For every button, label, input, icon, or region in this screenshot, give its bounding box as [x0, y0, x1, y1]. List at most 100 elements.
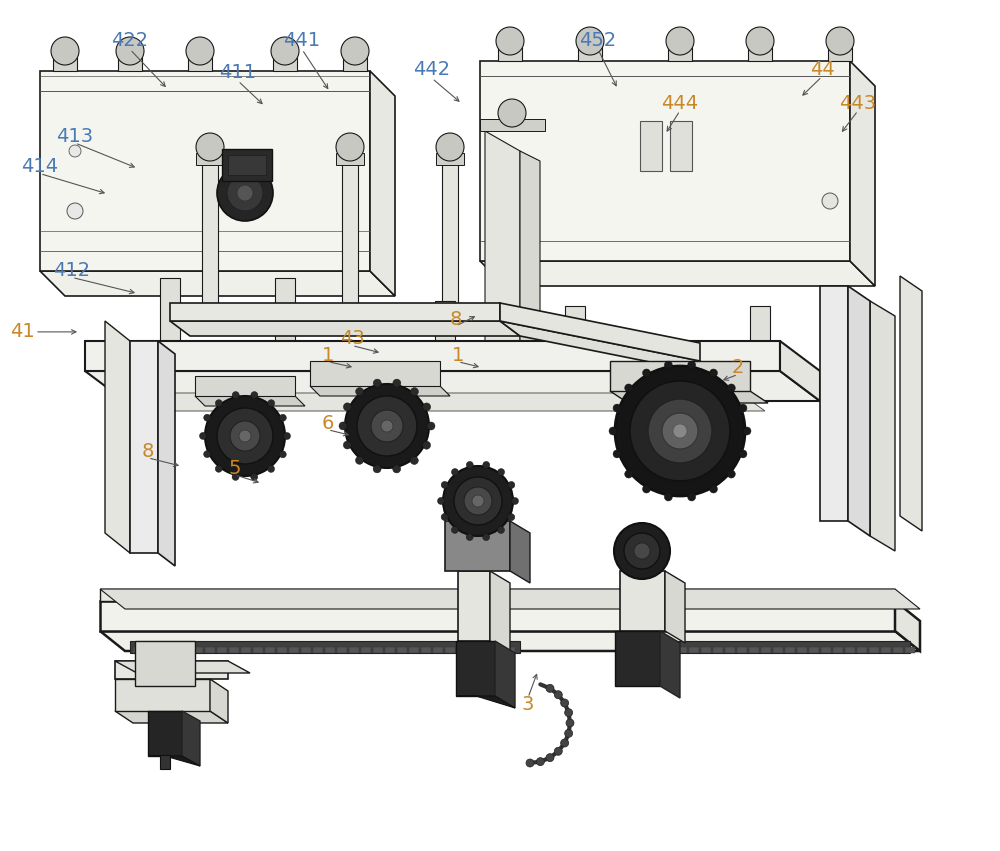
Polygon shape [565, 306, 585, 371]
Polygon shape [780, 341, 820, 401]
Circle shape [268, 400, 275, 407]
Circle shape [341, 37, 369, 65]
Polygon shape [456, 696, 515, 708]
Circle shape [565, 729, 573, 737]
Text: 443: 443 [839, 94, 877, 113]
Circle shape [508, 514, 515, 521]
Polygon shape [505, 647, 515, 653]
Polygon shape [500, 321, 720, 376]
Polygon shape [40, 271, 395, 296]
Polygon shape [205, 647, 215, 653]
Circle shape [410, 456, 418, 465]
Polygon shape [100, 601, 920, 621]
Bar [436, 153, 464, 165]
Polygon shape [135, 641, 195, 686]
Polygon shape [310, 386, 450, 396]
Bar [118, 57, 142, 71]
Polygon shape [301, 647, 311, 653]
Circle shape [271, 37, 299, 65]
Circle shape [438, 498, 445, 505]
Polygon shape [881, 647, 891, 653]
Polygon shape [148, 711, 182, 756]
Polygon shape [773, 647, 783, 653]
Polygon shape [457, 647, 467, 653]
Circle shape [642, 369, 650, 377]
Polygon shape [195, 376, 295, 396]
Polygon shape [158, 341, 175, 566]
Polygon shape [620, 571, 665, 631]
Polygon shape [277, 647, 287, 653]
Text: 3: 3 [522, 695, 534, 714]
Polygon shape [115, 711, 228, 723]
Text: 6: 6 [322, 414, 334, 433]
Circle shape [615, 366, 745, 496]
Polygon shape [397, 647, 407, 653]
Polygon shape [677, 647, 687, 653]
Polygon shape [148, 756, 200, 766]
Bar [578, 47, 602, 61]
Text: 444: 444 [661, 94, 699, 113]
Circle shape [614, 523, 670, 579]
Polygon shape [435, 301, 455, 366]
Circle shape [410, 387, 418, 396]
Polygon shape [442, 163, 458, 303]
Circle shape [356, 387, 364, 396]
Polygon shape [130, 641, 520, 653]
Polygon shape [195, 396, 305, 406]
Circle shape [743, 427, 751, 435]
Circle shape [554, 747, 562, 756]
Circle shape [423, 403, 431, 411]
Circle shape [464, 487, 492, 515]
Text: 44: 44 [810, 60, 834, 79]
Text: 441: 441 [283, 31, 321, 50]
Bar [668, 47, 692, 61]
Polygon shape [349, 647, 359, 653]
Circle shape [497, 527, 504, 534]
Polygon shape [490, 571, 510, 653]
Circle shape [624, 533, 660, 569]
Circle shape [613, 450, 621, 458]
Polygon shape [895, 601, 920, 651]
Polygon shape [157, 647, 167, 653]
Polygon shape [100, 631, 920, 651]
Text: 8: 8 [450, 310, 462, 328]
Polygon shape [313, 647, 323, 653]
Polygon shape [469, 647, 479, 653]
Circle shape [526, 759, 534, 767]
Circle shape [727, 384, 735, 392]
Polygon shape [409, 647, 419, 653]
Circle shape [186, 37, 214, 65]
Circle shape [373, 379, 381, 387]
Polygon shape [170, 321, 520, 336]
Bar [748, 47, 772, 61]
Circle shape [116, 37, 144, 65]
Text: 442: 442 [413, 60, 451, 79]
Circle shape [498, 469, 505, 476]
Circle shape [230, 421, 260, 451]
Polygon shape [495, 641, 515, 708]
Bar [160, 755, 170, 769]
Circle shape [239, 430, 251, 442]
Circle shape [466, 534, 473, 540]
Circle shape [336, 133, 364, 161]
Polygon shape [520, 151, 540, 371]
Text: 422: 422 [111, 31, 149, 50]
Polygon shape [749, 647, 759, 653]
Polygon shape [253, 647, 263, 653]
Polygon shape [181, 647, 191, 653]
Polygon shape [342, 163, 358, 303]
Circle shape [355, 456, 363, 465]
Polygon shape [421, 647, 431, 653]
Circle shape [822, 193, 838, 209]
Circle shape [251, 391, 258, 398]
Text: 1: 1 [452, 346, 464, 365]
Circle shape [561, 739, 569, 747]
Bar [670, 121, 692, 171]
Circle shape [673, 424, 687, 438]
Polygon shape [100, 589, 895, 601]
Polygon shape [893, 647, 903, 653]
Circle shape [279, 451, 286, 458]
Circle shape [217, 408, 273, 464]
Bar [480, 119, 545, 131]
Polygon shape [845, 647, 855, 653]
